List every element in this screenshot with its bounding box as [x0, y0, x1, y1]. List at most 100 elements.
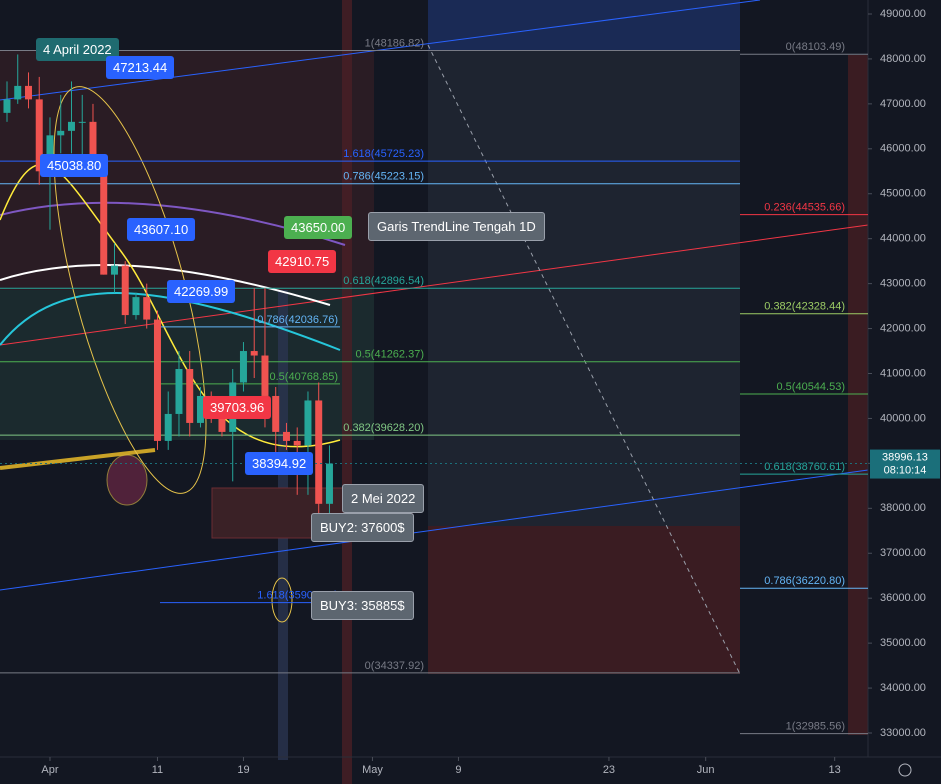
candle-body — [57, 130, 65, 136]
zone — [428, 526, 740, 674]
y-tick-label: 48000.00 — [880, 53, 926, 65]
last-price-box — [870, 449, 940, 479]
candle-body — [35, 99, 43, 172]
x-tick-label: Apr — [41, 764, 58, 776]
y-tick-label: 47000.00 — [880, 98, 926, 110]
y-tick-label: 49000.00 — [880, 8, 926, 20]
x-tick-label: 9 — [455, 764, 461, 776]
y-tick-label: 43000.00 — [880, 278, 926, 290]
fib-label: 0.786(42036.76) — [257, 314, 338, 326]
zone — [342, 0, 352, 784]
y-tick-label: 34000.00 — [880, 682, 926, 694]
annotation: 38394.92 — [245, 452, 314, 475]
trend-line — [427, 44, 741, 675]
candle-body — [315, 400, 323, 504]
y-tick-label: 45000.00 — [880, 188, 926, 200]
annotation: 43650.00 — [284, 216, 353, 239]
fib-label: 0.382(39628.20) — [343, 422, 424, 434]
candle-body — [110, 265, 118, 275]
candle-body — [250, 351, 258, 356]
y-tick-label: 36000.00 — [880, 592, 926, 604]
annotation: BUY3: 35885$ — [311, 591, 414, 620]
annotation: 45038.80 — [40, 154, 109, 177]
annotation: 4 April 2022 — [36, 38, 119, 61]
fib-label: 1(32985.56) — [786, 721, 845, 733]
y-tick-label: 37000.00 — [880, 547, 926, 559]
candle-body — [282, 431, 290, 441]
annotation: 43607.10 — [127, 218, 196, 241]
y-tick-label: 41000.00 — [880, 367, 926, 379]
fib-label: 0.5(40544.53) — [777, 381, 846, 393]
highlight — [271, 577, 293, 623]
y-tick-label: 46000.00 — [880, 143, 926, 155]
annotation: 47213.44 — [106, 56, 175, 79]
candle-body — [14, 85, 22, 100]
candle-body — [186, 369, 194, 423]
candle-body — [164, 413, 172, 441]
candle-body — [143, 297, 151, 320]
candle-body — [67, 121, 75, 131]
fib-label: 0.786(45223.15) — [343, 171, 424, 183]
annotation: 39703.96 — [203, 396, 272, 419]
candle-body — [196, 395, 204, 423]
fib-label: 0.786(36220.80) — [764, 575, 845, 587]
last-price-label: 38996.13 — [882, 451, 928, 463]
annotation: 42269.99 — [167, 280, 236, 303]
x-tick-label: 11 — [152, 764, 163, 776]
candle-body — [325, 463, 333, 504]
trend-line — [0, 448, 156, 470]
settings-icon[interactable] — [898, 763, 912, 777]
candle-body — [100, 171, 108, 275]
candle-body — [78, 121, 86, 123]
annotation: Garis TrendLine Tengah 1D — [368, 212, 545, 241]
x-tick-label: 13 — [829, 764, 841, 776]
highlight — [53, 86, 207, 494]
trend-line — [0, 469, 869, 591]
fib-label: 0(34337.92) — [365, 660, 424, 672]
countdown: 08:10:14 — [884, 464, 927, 476]
candle-body — [175, 369, 183, 414]
fib-label: 0(48103.49) — [786, 41, 845, 53]
candle-body — [3, 99, 11, 113]
x-tick-label: May — [362, 764, 383, 776]
fib-label: 0.5(40768.85) — [270, 371, 339, 383]
x-tick-label: 19 — [237, 764, 249, 776]
trend-line — [0, 0, 761, 101]
candle-body — [261, 355, 269, 396]
candle-body — [121, 265, 129, 316]
fib-label: 0.5(41262.37) — [356, 349, 425, 361]
annotation: 2 Mei 2022 — [342, 484, 425, 513]
y-tick-label: 35000.00 — [880, 637, 926, 649]
highlight — [106, 454, 148, 506]
candle-body — [153, 319, 161, 441]
zone — [428, 0, 740, 50]
fib-label: 0.618(42896.54) — [343, 275, 424, 287]
fib-label: 1.618(45725.23) — [343, 148, 424, 160]
fib-label: 0.618(38760.61) — [764, 461, 845, 473]
x-tick-label: Jun — [697, 764, 715, 776]
candle-body — [272, 395, 280, 432]
fib-label: 0.236(44535.66) — [764, 202, 845, 214]
y-tick-label: 33000.00 — [880, 727, 926, 739]
candle-body — [24, 85, 32, 100]
y-tick-label: 40000.00 — [880, 412, 926, 424]
candle-body — [89, 121, 97, 172]
candle-body — [46, 135, 54, 172]
candle-body — [304, 400, 312, 446]
fib-label: 1(48186.82) — [365, 37, 424, 49]
y-tick-label: 42000.00 — [880, 322, 926, 334]
x-tick-label: 23 — [603, 764, 615, 776]
annotation: 42910.75 — [268, 250, 337, 273]
trend-line — [0, 224, 869, 346]
y-tick-label: 44000.00 — [880, 233, 926, 245]
y-tick-label: 38000.00 — [880, 502, 926, 514]
moving-average — [0, 264, 331, 306]
candle-body — [132, 297, 140, 316]
zone — [848, 55, 868, 735]
fib-label: 0.382(42328.44) — [764, 301, 845, 313]
candle-body — [293, 440, 301, 446]
candle-body — [239, 351, 247, 383]
annotation: BUY2: 37600$ — [311, 513, 414, 542]
